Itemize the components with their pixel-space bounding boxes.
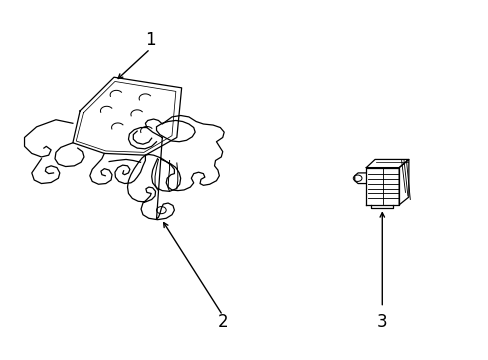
Text: 3: 3	[376, 313, 387, 331]
Text: 2: 2	[217, 313, 227, 331]
Text: 1: 1	[144, 31, 155, 49]
